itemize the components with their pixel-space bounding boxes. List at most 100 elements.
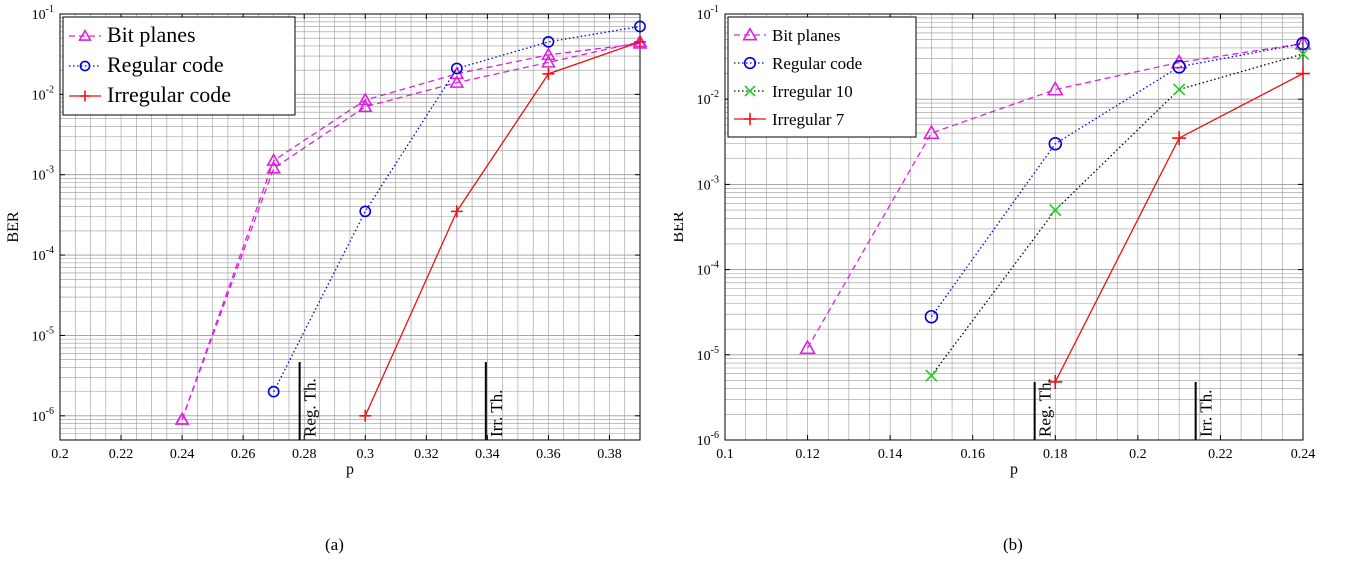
circle-marker <box>267 385 280 398</box>
series-line <box>807 42 1304 349</box>
legend-label: Irregular 10 <box>772 82 853 101</box>
x-tick-label: 0.32 <box>414 447 439 462</box>
plus-marker <box>1048 374 1063 389</box>
triangle-marker <box>541 47 556 61</box>
x-tick-label: 0.22 <box>109 447 134 462</box>
circle-marker <box>79 60 91 72</box>
x-tick-label: 0.22 <box>1208 447 1233 462</box>
x-tick-label: 0.3 <box>357 447 375 462</box>
plus-marker <box>359 409 372 422</box>
series-regular-code <box>924 36 1310 324</box>
x-tick-label: 0.2 <box>51 447 69 462</box>
panel-a-caption: (a) <box>325 535 344 554</box>
legend-box <box>62 16 296 116</box>
circle-marker <box>743 56 757 70</box>
circle-marker <box>1048 136 1063 151</box>
y-tick-label: 10-6 <box>32 406 54 425</box>
series-irregular-7 <box>1048 66 1310 389</box>
panel-b-caption: (b) <box>1003 535 1023 554</box>
circle-marker <box>359 205 372 218</box>
y-tick-label: 10-3 <box>697 174 719 193</box>
x-tick-label: 0.34 <box>475 447 500 462</box>
circle-marker <box>1172 60 1186 74</box>
circle-marker <box>450 62 463 75</box>
plus-marker <box>79 90 91 102</box>
legend-label: Irregular 7 <box>772 110 845 129</box>
series-line <box>364 41 641 417</box>
plus-marker <box>1172 131 1187 146</box>
series-regular-code <box>267 20 646 398</box>
x-tick-label: 0.1 <box>716 447 734 462</box>
triangle-marker <box>357 99 373 113</box>
x-tick-label: 0.16 <box>960 447 985 462</box>
y-tick-label: 10-2 <box>32 84 54 103</box>
triangle-marker <box>266 160 282 174</box>
x-tick-label: 0.12 <box>795 447 820 462</box>
x-tick-label: 0.18 <box>1043 447 1068 462</box>
x-tick-label: 0.38 <box>597 447 622 462</box>
triangle-marker <box>1046 80 1064 96</box>
chart-a: 0.2 0.22 0.24 0.26 0.28 0.3 0.32 0.34 0.36 0.38 10… <box>5 4 648 478</box>
x-tick-label: 0.28 <box>292 447 317 462</box>
threshold-label: Irr. Th. <box>1197 390 1216 437</box>
x-tick-label: 0.24 <box>1291 447 1316 462</box>
y-tick-label: 10-6 <box>697 430 719 449</box>
legend-label: Regular code <box>772 54 862 73</box>
triangle-marker <box>742 27 758 41</box>
series-line <box>181 42 641 420</box>
triangle-marker <box>923 124 940 140</box>
y-axis-label: BER <box>5 211 22 242</box>
legend: Bit planes Regular code Irregular 10 Irregu… <box>727 16 917 138</box>
plot-frame <box>724 13 1304 441</box>
triangle-marker <box>357 92 373 106</box>
triangle-marker <box>78 28 92 41</box>
y-tick-label: 10-5 <box>697 345 719 364</box>
series-irregular-10 <box>925 47 1310 382</box>
series-irregular-code <box>359 35 646 422</box>
y-tick-label: 10-3 <box>32 165 54 184</box>
x-marker <box>744 85 756 97</box>
x-axis-label: p <box>346 461 354 478</box>
plus-marker <box>743 112 757 126</box>
legend-label: Bit planes <box>772 26 840 45</box>
legend: Bit planes Regular code Irregular code <box>62 16 296 116</box>
x-axis-label: p <box>1010 461 1018 478</box>
y-tick-label: 10-4 <box>697 260 719 279</box>
x-marker <box>1049 203 1062 217</box>
triangle-marker <box>174 411 190 425</box>
plus-marker <box>542 67 555 80</box>
x-tick-label: 0.14 <box>878 447 903 462</box>
circle-marker <box>924 309 939 324</box>
legend-label: Irregular code <box>107 82 231 107</box>
y-tick-label: 10-2 <box>697 89 719 108</box>
threshold-label: Reg. Th. <box>1036 378 1055 437</box>
y-tick-label: 10-4 <box>32 245 54 264</box>
threshold-label: Reg. Th. <box>301 378 320 437</box>
series-line <box>930 53 1304 376</box>
y-tick-label: 10-1 <box>32 4 54 23</box>
triangle-marker <box>799 339 816 355</box>
plus-marker <box>450 205 463 218</box>
plus-marker <box>634 35 646 48</box>
x-tick-label: 0.24 <box>170 447 195 462</box>
x-marker <box>1172 83 1186 96</box>
plus-marker <box>1296 66 1310 81</box>
legend-box <box>727 16 917 138</box>
triangle-marker <box>266 152 282 166</box>
y-tick-label: 10-1 <box>697 4 719 23</box>
legend-label: Bit planes <box>107 22 196 47</box>
circle-marker <box>542 35 555 48</box>
x-marker <box>1296 47 1310 61</box>
plot-frame <box>59 13 641 441</box>
x-tick-label: 0.2 <box>1129 447 1147 462</box>
x-tick-label: 0.36 <box>536 447 561 462</box>
circle-marker <box>1296 36 1310 51</box>
y-tick-label: 10-5 <box>32 325 54 344</box>
x-marker <box>925 369 938 382</box>
triangle-marker <box>541 54 556 68</box>
x-tick-label: 0.26 <box>231 447 256 462</box>
threshold-label: Irr. Th. <box>487 390 506 437</box>
circle-marker <box>634 20 646 33</box>
series-line <box>181 41 641 420</box>
y-axis-label: BER <box>674 211 687 242</box>
